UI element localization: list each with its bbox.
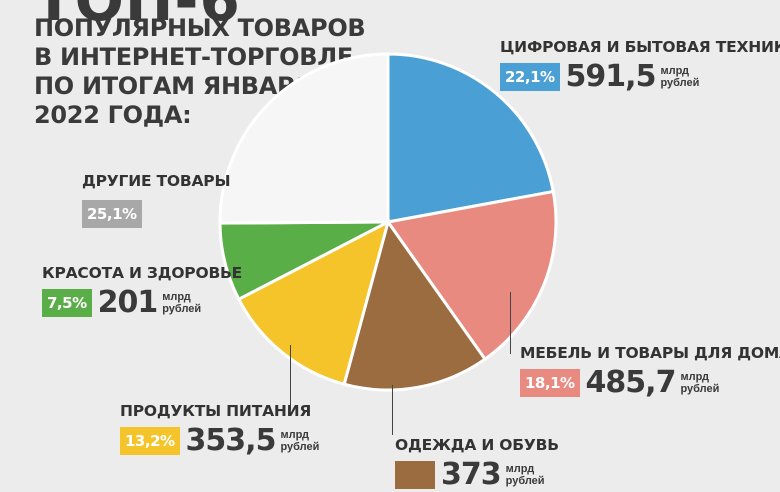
slice-digital [386,52,555,224]
slice-clothing [342,218,488,392]
category-furniture-value: 485,7 [585,365,677,400]
unit-label: млрд рублей [505,463,545,487]
category-furniture-name: МЕБЕЛЬ И ТОВАРЫ ДЛЯ ДОМА [520,344,780,362]
unit-label: млрд рублей [162,291,202,315]
category-food: ПРОДУКТЫ ПИТАНИЯ 13,2% 353,5 млрд рублей [120,402,319,456]
slice-food [236,219,391,387]
category-food-percent: 13,2% [120,427,180,455]
unit-label: млрд рублей [660,65,700,89]
category-furniture: МЕБЕЛЬ И ТОВАРЫ ДЛЯ ДОМА 18,1% 485,7 млр… [520,344,780,398]
category-digital-percent: 22,1% [500,63,560,91]
category-beauty-value: 201 [97,285,159,320]
category-other-percent: 25,1% [82,200,142,228]
slice-furniture [385,189,558,362]
leader-line-food [290,345,291,410]
category-beauty-name: КРАСОТА И ЗДОРОВЬЕ [42,264,243,282]
leader-line-furniture [510,292,511,354]
category-clothing-percent [395,461,435,489]
category-beauty: КРАСОТА И ЗДОРОВЬЕ 7,5% 201 млрд рублей [42,264,242,318]
category-food-name: ПРОДУКТЫ ПИТАНИЯ [120,402,312,420]
category-other: ДРУГИЕ ТОВАРЫ 25,1% [82,172,231,228]
leader-line-clothing [392,385,393,435]
category-clothing-name: ОДЕЖДА И ОБУВЬ [395,436,559,454]
category-digital-name: ЦИФРОВАЯ И БЫТОВАЯ ТЕХНИКА [500,38,780,56]
category-food-value: 353,5 [185,423,277,458]
pie-chart [218,52,558,392]
category-digital: ЦИФРОВАЯ И БЫТОВАЯ ТЕХНИКА 22,1% 591,5 м… [500,38,780,92]
unit-label: млрд рублей [280,429,320,453]
title-top: ТОП-6 [34,0,241,34]
unit-label: млрд рублей [680,371,720,395]
category-clothing: ОДЕЖДА И ОБУВЬ 373 млрд рублей [395,436,559,490]
category-digital-value: 591,5 [565,59,657,94]
title-line-4: 2022 ГОДА: [34,101,192,129]
category-other-name: ДРУГИЕ ТОВАРЫ [82,172,231,190]
title-line-2: В ИНТЕРНЕТ-ТОРГОВЛЕ, [34,43,362,71]
category-beauty-percent: 7,5% [42,289,92,317]
slice-other [218,52,390,225]
category-clothing-value: 373 [441,457,502,492]
category-furniture-percent: 18,1% [520,369,580,397]
title-line-1: ПОПУЛЯРНЫХ ТОВАРОВ [34,14,366,42]
